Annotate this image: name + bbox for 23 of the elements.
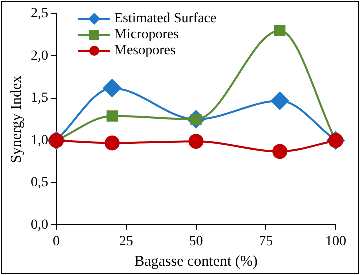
- point: [103, 79, 122, 98]
- y-tick-label: 2,0: [31, 48, 48, 64]
- point: [274, 25, 286, 36]
- y-tick-label: 1,5: [31, 91, 48, 106]
- legend-label: Mesopores: [114, 44, 176, 59]
- y-tick-label: 2,5: [31, 6, 48, 22]
- x-tick-label: 75: [259, 234, 274, 250]
- y-tick-label: 0,5: [31, 176, 48, 191]
- x-tick-label: 25: [119, 234, 134, 250]
- point: [188, 134, 204, 150]
- point: [271, 92, 290, 110]
- legend-label: Estimated Surface: [114, 12, 217, 27]
- point: [104, 136, 120, 151]
- point: [272, 144, 288, 160]
- y-tick-label: 1,0: [31, 133, 48, 148]
- x-tick-label: 50: [189, 234, 204, 250]
- y-tick-label: 0,0: [31, 218, 48, 233]
- point: [106, 110, 118, 122]
- x-tick-label: 100: [326, 234, 346, 250]
- legend-label: Micropores: [114, 28, 180, 43]
- x-tick-label: 0: [53, 234, 60, 250]
- y-axis-title: Synergy Index: [8, 75, 25, 164]
- x-axis-title: Bagasse content (%): [134, 254, 258, 270]
